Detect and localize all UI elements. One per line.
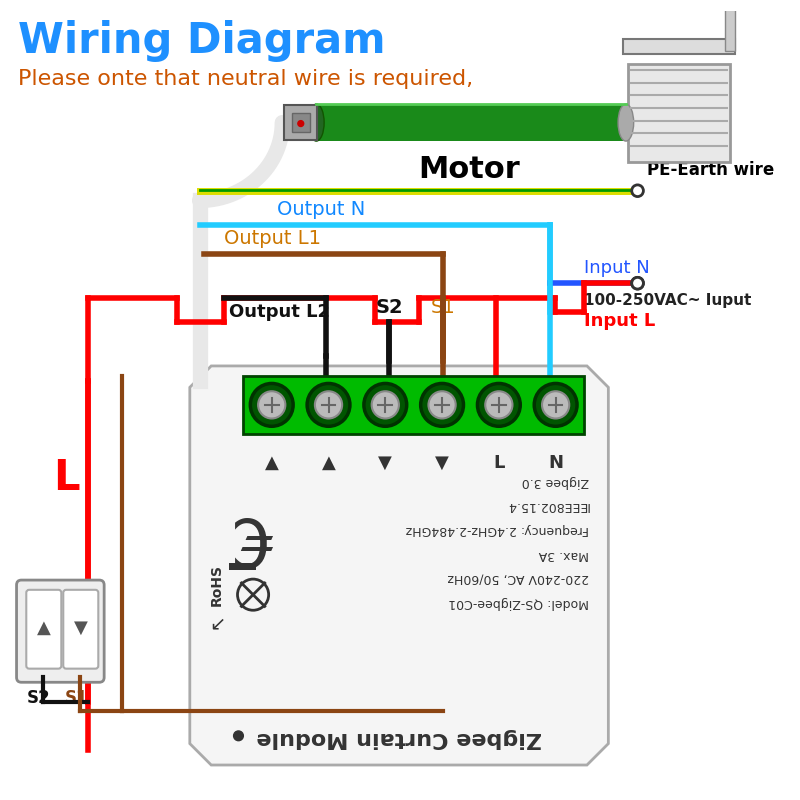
Text: Max. 3A: Max. 3A xyxy=(538,548,589,561)
Text: PE-Earth wire: PE-Earth wire xyxy=(647,161,774,179)
Circle shape xyxy=(315,391,342,418)
Circle shape xyxy=(632,278,643,289)
Bar xyxy=(623,39,735,54)
Bar xyxy=(243,376,584,434)
Text: €: € xyxy=(232,503,274,570)
Bar xyxy=(316,104,626,141)
Text: L: L xyxy=(53,457,79,499)
Text: ▼: ▼ xyxy=(378,454,392,471)
Text: S2: S2 xyxy=(375,298,403,317)
Text: Model: QS-Zigbee-C01: Model: QS-Zigbee-C01 xyxy=(448,596,589,610)
Text: N: N xyxy=(548,454,563,471)
Circle shape xyxy=(258,391,286,418)
Circle shape xyxy=(364,383,406,426)
Text: Wiring Diagram: Wiring Diagram xyxy=(18,20,385,62)
Text: IEEE802.15.4: IEEE802.15.4 xyxy=(506,499,589,512)
Text: 100-250VAC~ Iuput: 100-250VAC~ Iuput xyxy=(584,293,751,308)
Circle shape xyxy=(486,391,513,418)
Text: L: L xyxy=(493,454,505,471)
Text: Zigbee 3.0: Zigbee 3.0 xyxy=(522,474,589,488)
Text: Output L2: Output L2 xyxy=(229,302,330,321)
Text: ▼: ▼ xyxy=(435,454,449,471)
Ellipse shape xyxy=(618,104,634,141)
Circle shape xyxy=(298,121,304,126)
Text: 220-240V AC, 50/60Hz: 220-240V AC, 50/60Hz xyxy=(447,572,589,585)
Text: S1: S1 xyxy=(66,689,89,707)
Circle shape xyxy=(234,731,243,741)
Text: ▼: ▼ xyxy=(74,618,88,637)
Circle shape xyxy=(632,185,643,197)
Circle shape xyxy=(429,391,456,418)
Circle shape xyxy=(478,383,520,426)
Text: Output N: Output N xyxy=(277,200,366,219)
Text: S1: S1 xyxy=(430,298,455,317)
Bar xyxy=(229,562,256,570)
Text: ↙: ↙ xyxy=(209,614,226,634)
Bar xyxy=(628,64,730,162)
Circle shape xyxy=(542,391,570,418)
Text: ▲: ▲ xyxy=(265,454,278,471)
Text: S2: S2 xyxy=(26,689,50,707)
Circle shape xyxy=(534,383,577,426)
Bar xyxy=(725,0,735,50)
Text: Frequency: 2.4GHz-2.484GHz: Frequency: 2.4GHz-2.484GHz xyxy=(406,523,589,536)
Text: RoHS: RoHS xyxy=(210,564,224,606)
FancyBboxPatch shape xyxy=(63,590,98,669)
Text: Please onte that neutral wire is required,: Please onte that neutral wire is require… xyxy=(18,69,473,89)
Circle shape xyxy=(632,278,643,289)
Text: ▲: ▲ xyxy=(322,454,335,471)
Ellipse shape xyxy=(309,104,324,141)
Circle shape xyxy=(307,383,350,426)
Text: Input N: Input N xyxy=(584,259,650,277)
Bar xyxy=(292,113,310,132)
Circle shape xyxy=(421,383,463,426)
Text: Output L1: Output L1 xyxy=(224,229,321,248)
Circle shape xyxy=(250,383,293,426)
FancyBboxPatch shape xyxy=(17,580,104,682)
FancyBboxPatch shape xyxy=(26,590,62,669)
Text: ▲: ▲ xyxy=(37,618,50,637)
Bar xyxy=(284,105,318,140)
Text: Motor: Motor xyxy=(418,154,520,184)
Polygon shape xyxy=(190,366,608,765)
Circle shape xyxy=(372,391,399,418)
Text: Input L: Input L xyxy=(584,312,655,330)
Text: Zigbee Curtain Module: Zigbee Curtain Module xyxy=(256,728,542,748)
